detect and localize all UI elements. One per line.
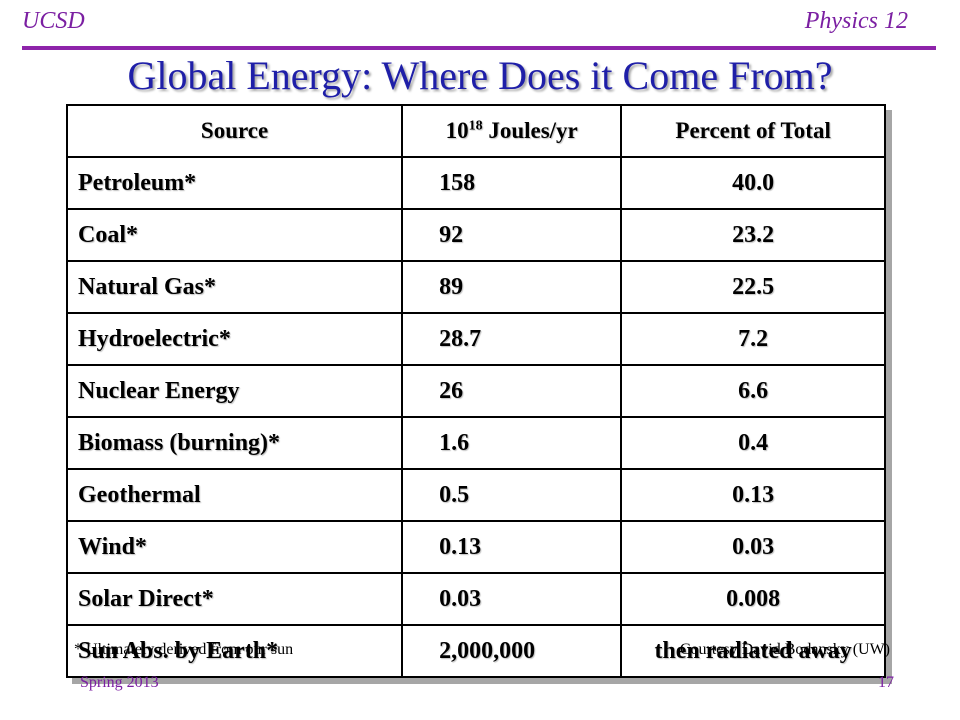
table-row: Geothermal 0.5 0.13 — [65, 468, 886, 522]
header-source: Source — [65, 104, 404, 158]
header-percent: Percent of Total — [620, 104, 886, 158]
footnote-sun: * Ultimately derived from our sun — [74, 641, 294, 658]
table-row: Sun Abs. by Earth* 2,000,000 then radiat… — [65, 624, 886, 678]
cell-energy: 158 — [401, 156, 623, 210]
table-row: Wind* 0.13 0.03 — [65, 520, 886, 574]
footnote-credit: Courtesy David Bodansky (UW) — [679, 641, 890, 658]
cell-percent: then radiated away — [620, 624, 886, 678]
cell-source: Hydroelectric* — [65, 312, 404, 366]
cell-percent: 6.6 — [620, 364, 886, 418]
table-row: Natural Gas* 89 22.5 — [65, 260, 886, 314]
cell-percent: 0.4 — [620, 416, 886, 470]
cell-percent: 7.2 — [620, 312, 886, 366]
header-energy-unit: Joules/yr — [482, 118, 578, 143]
cell-energy: 0.03 — [401, 572, 623, 626]
cell-energy: 2,000,000 — [401, 624, 623, 678]
cell-energy: 89 — [401, 260, 623, 314]
cell-source: Sun Abs. by Earth* — [65, 624, 404, 678]
header-right-label: Physics 12 — [804, 8, 908, 34]
table-row: Nuclear Energy 26 6.6 — [65, 364, 886, 418]
cell-percent: 0.03 — [620, 520, 886, 574]
cell-energy: 0.13 — [401, 520, 623, 574]
table-row: Hydroelectric* 28.7 7.2 — [65, 312, 886, 366]
header-left-label: UCSD — [22, 8, 85, 34]
table-row: Solar Direct* 0.03 0.008 — [65, 572, 886, 626]
cell-percent: 22.5 — [620, 260, 886, 314]
energy-table: Source 1018 Joules/yr Percent of Total P… — [65, 104, 886, 678]
cell-source: Geothermal — [65, 468, 404, 522]
page-number: 17 — [878, 674, 894, 691]
table-row: Coal* 92 23.2 — [65, 208, 886, 262]
cell-source: Petroleum* — [65, 156, 404, 210]
cell-source: Solar Direct* — [65, 572, 404, 626]
table-header-row: Source 1018 Joules/yr Percent of Total — [65, 104, 886, 158]
cell-percent: 23.2 — [620, 208, 886, 262]
cell-percent: 0.008 — [620, 572, 886, 626]
cell-energy: 0.5 — [401, 468, 623, 522]
cell-source: Coal* — [65, 208, 404, 262]
header-divider — [22, 46, 936, 50]
header-energy-base: 10 — [445, 118, 469, 143]
table-row: Petroleum* 158 40.0 — [65, 156, 886, 210]
cell-source: Natural Gas* — [65, 260, 404, 314]
footer-date: Spring 2013 — [80, 674, 159, 691]
cell-percent: 0.13 — [620, 468, 886, 522]
cell-source: Wind* — [65, 520, 404, 574]
cell-source: Biomass (burning)* — [65, 416, 404, 470]
cell-source: Nuclear Energy — [65, 364, 404, 418]
slide-title: Global Energy: Where Does it Come From? — [127, 53, 833, 98]
table-row: Biomass (burning)* 1.6 0.4 — [65, 416, 886, 470]
cell-energy: 1.6 — [401, 416, 623, 470]
cell-energy: 26 — [401, 364, 623, 418]
cell-energy: 92 — [401, 208, 623, 262]
header-energy: 1018 Joules/yr — [401, 104, 623, 158]
header-energy-exponent: 18 — [468, 118, 483, 134]
cell-percent: 40.0 — [620, 156, 886, 210]
cell-energy: 28.7 — [401, 312, 623, 366]
